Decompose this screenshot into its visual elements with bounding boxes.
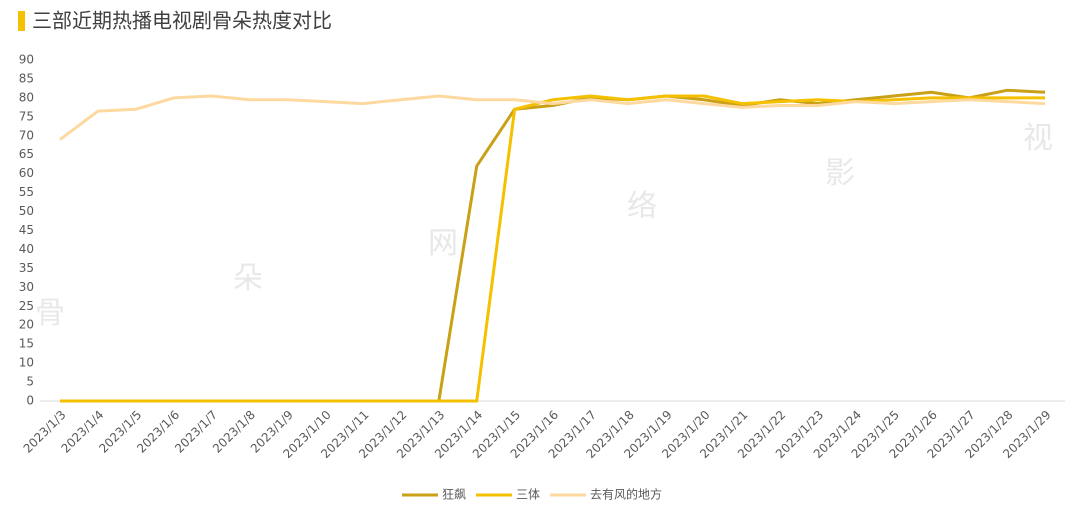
y-tick-label: 10: [19, 356, 34, 370]
y-tick-label: 65: [19, 147, 34, 161]
watermark: 骨: [35, 296, 65, 331]
y-tick-label: 15: [19, 337, 34, 351]
watermark: 影: [825, 156, 855, 191]
y-tick-label: 25: [19, 299, 34, 313]
y-tick-label: 45: [19, 223, 34, 237]
legend-label: 狂飙: [442, 487, 466, 502]
chart-title: 三部近期热播电视剧骨朵热度对比: [32, 9, 332, 33]
y-tick-label: 85: [19, 71, 34, 85]
y-tick-label: 0: [26, 394, 34, 408]
y-tick-label: 30: [19, 280, 34, 294]
y-tick-label: 50: [19, 204, 34, 218]
watermark: 络: [627, 189, 657, 224]
y-tick-label: 5: [26, 375, 34, 389]
y-tick-label: 60: [19, 166, 34, 180]
y-tick-label: 55: [19, 185, 34, 199]
y-tick-label: 70: [19, 128, 34, 142]
watermark: 网: [428, 226, 458, 261]
watermark: 视: [1023, 121, 1053, 156]
y-tick-label: 75: [19, 109, 34, 123]
title-marker: [18, 11, 25, 31]
watermark: 朵: [233, 261, 263, 296]
y-tick-label: 40: [19, 242, 34, 256]
y-tick-label: 20: [19, 318, 34, 332]
series-line: [60, 88, 1046, 403]
series-line: [60, 94, 1045, 403]
legend-label: 去有风的地方: [590, 487, 662, 502]
y-tick-label: 80: [19, 90, 34, 104]
y-tick-label: 90: [19, 53, 34, 67]
series-line: [59, 94, 1046, 141]
y-tick-label: 35: [19, 261, 34, 275]
legend-label: 三体: [516, 488, 540, 502]
